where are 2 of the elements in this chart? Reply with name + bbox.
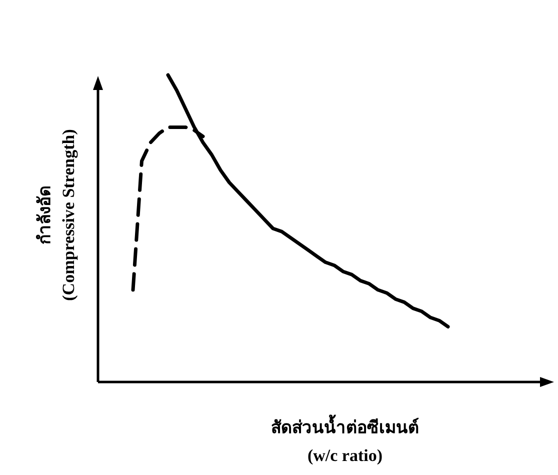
y-axis-title: กำลังอัด (Compressive Strength)	[35, 129, 78, 301]
x-axis-title: สัดส่วนน้ำต่อซีเมนต์ (w/c ratio)	[271, 414, 419, 465]
